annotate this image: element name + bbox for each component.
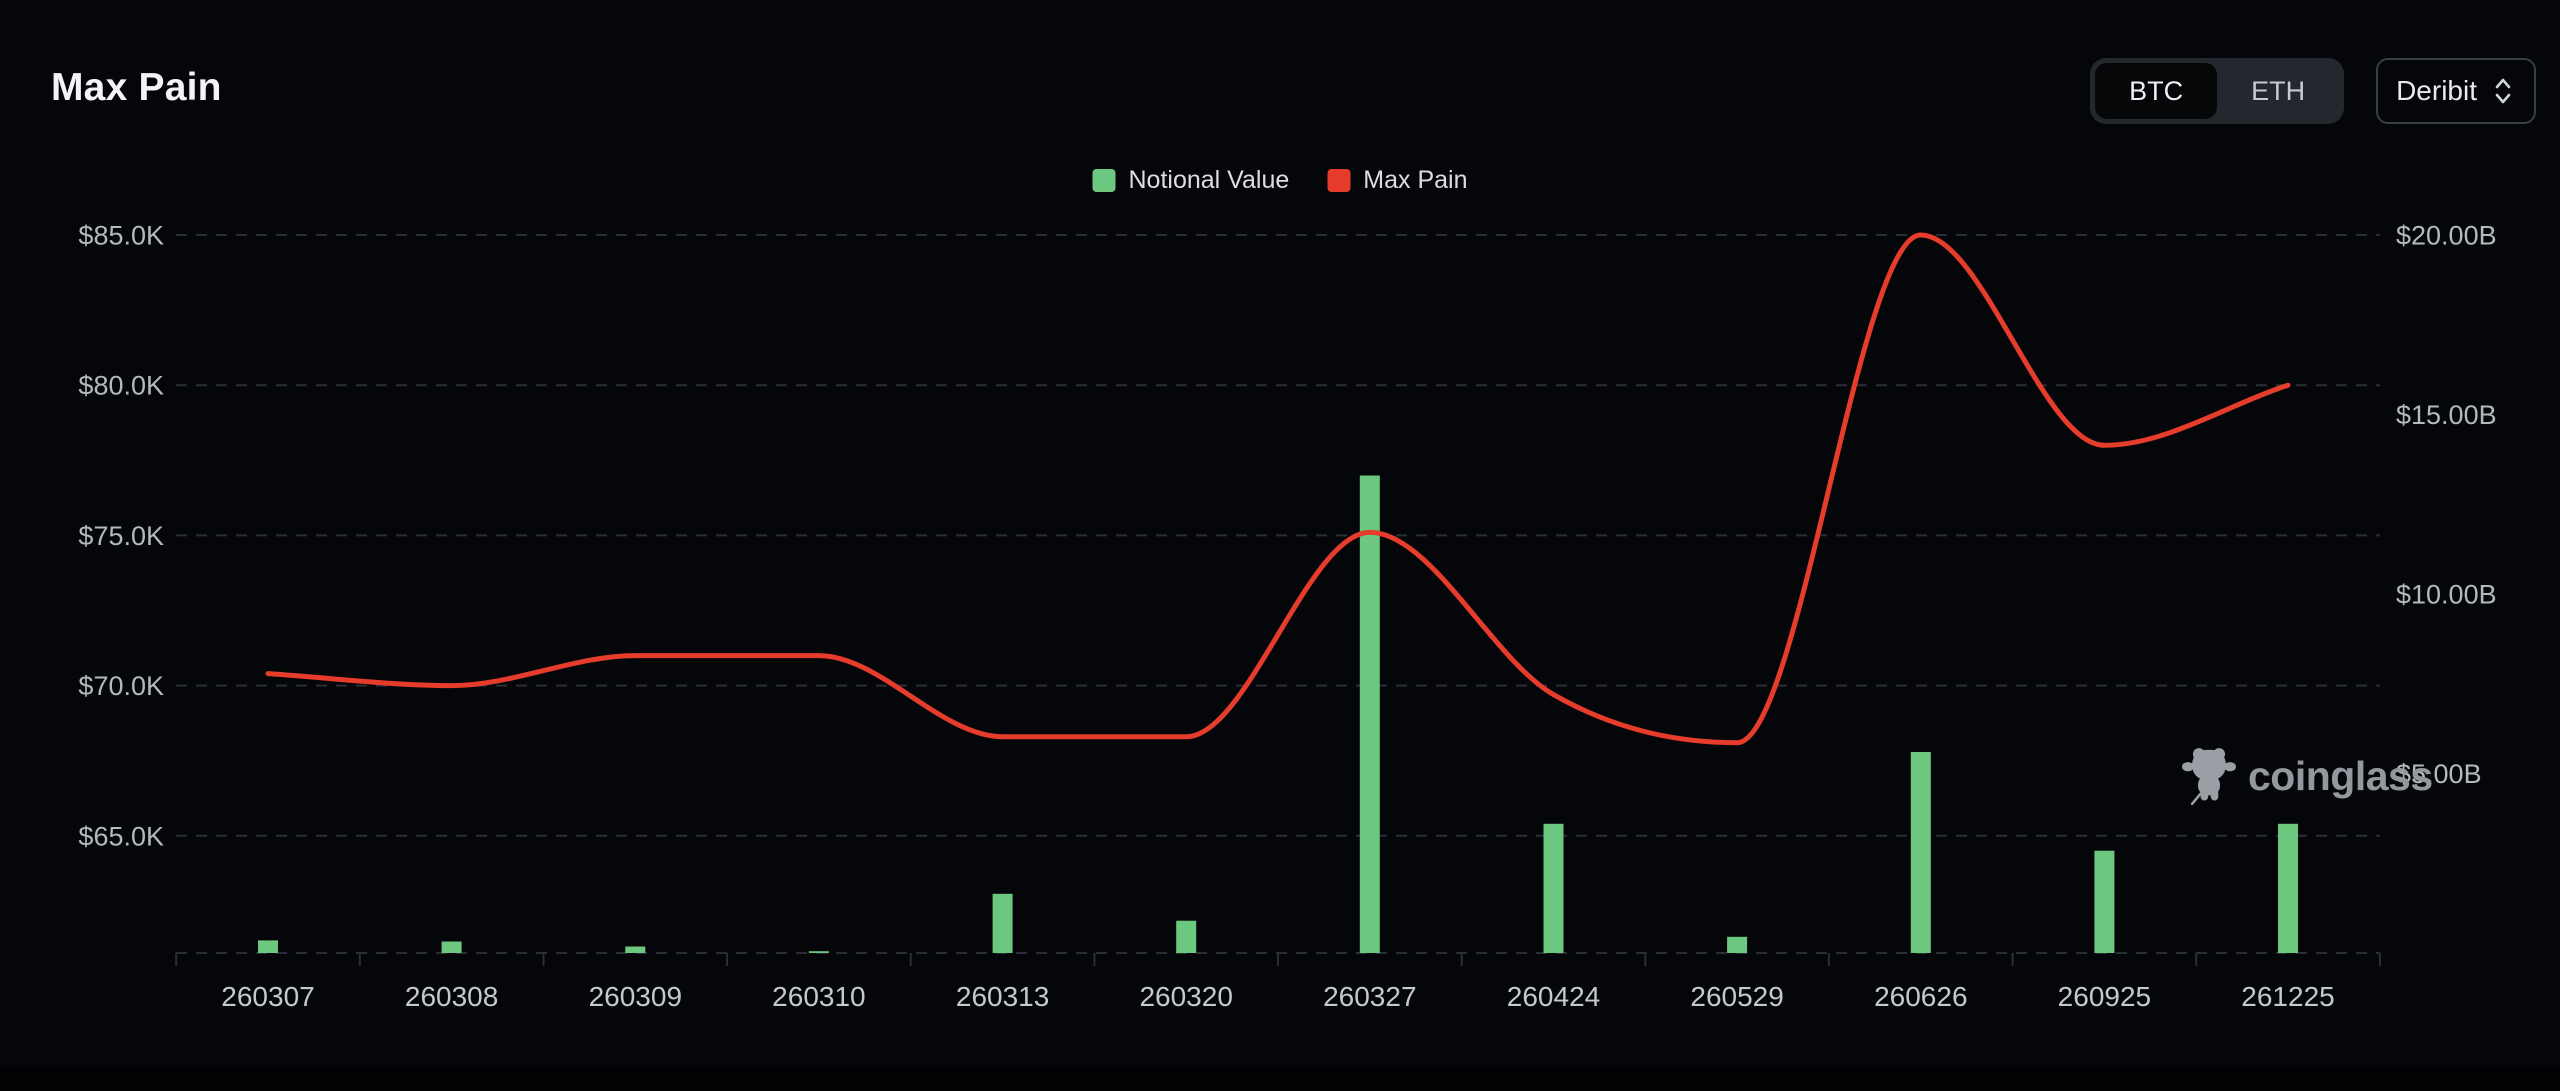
notional-value-bar[interactable]: [992, 893, 1013, 953]
y-axis-left-tick-label: $80.0K: [78, 371, 164, 401]
chart-legend: Notional Value Max Pain: [1092, 166, 1467, 195]
x-axis-tick-label: 260424: [1507, 981, 1600, 1012]
x-axis-tick-label: 260309: [589, 981, 682, 1012]
max-pain-swatch-icon: [1327, 169, 1351, 192]
notional-value-bar[interactable]: [1727, 936, 1748, 953]
bottom-edge: [0, 1067, 2560, 1091]
exchange-select[interactable]: Deribit: [2376, 58, 2536, 124]
y-axis-right-tick-label: $5.00B: [2396, 759, 2482, 789]
page-title: Max Pain: [51, 66, 222, 109]
legend-item-notional-value[interactable]: Notional Value: [1092, 166, 1290, 195]
notional-value-bar[interactable]: [1176, 920, 1197, 953]
toggle-eth-button[interactable]: ETH: [2217, 63, 2339, 119]
x-axis-tick-label: 260320: [1139, 981, 1232, 1012]
x-axis-tick-label: 260529: [1690, 981, 1783, 1012]
y-axis-left-tick-label: $85.0K: [78, 221, 164, 251]
notional-value-bar[interactable]: [2278, 823, 2298, 953]
max-pain-line[interactable]: [265, 232, 2291, 746]
y-axis-right-tick-label: $15.00B: [2396, 400, 2497, 430]
x-axis-tick-label: 260310: [772, 981, 865, 1012]
x-axis-tick-label: 261225: [2241, 981, 2334, 1012]
header-controls: BTC ETH Deribit: [2090, 58, 2536, 124]
y-axis-left-tick-label: $65.0K: [78, 821, 164, 851]
legend-item-max-pain[interactable]: Max Pain: [1327, 166, 1467, 195]
legend-label-max-pain: Max Pain: [1363, 166, 1468, 194]
notional-value-bar[interactable]: [441, 941, 462, 954]
exchange-select-value: Deribit: [2396, 75, 2477, 106]
x-axis-tick-label: 260925: [2058, 981, 2151, 1012]
y-axis-right-tick-label: $10.00B: [2396, 580, 2497, 610]
y-axis-left-tick-label: $75.0K: [78, 521, 164, 551]
asset-toggle: BTC ETH: [2090, 58, 2345, 124]
x-axis-tick-label: 260327: [1323, 981, 1416, 1012]
y-axis-left-tick-label: $70.0K: [78, 671, 164, 701]
notional-value-bar[interactable]: [1359, 475, 1380, 954]
toggle-btc-button[interactable]: BTC: [2095, 63, 2218, 119]
notional-value-bar[interactable]: [1543, 823, 1564, 953]
x-axis-tick-label: 260313: [956, 981, 1049, 1012]
x-axis-tick-label: 260626: [1874, 981, 1967, 1012]
x-axis-tick-label: 260307: [221, 981, 314, 1012]
legend-label-notional-value: Notional Value: [1128, 166, 1290, 194]
notional-value-bar[interactable]: [1910, 752, 1931, 953]
notional-value-bar[interactable]: [2094, 850, 2115, 953]
notional-value-bar[interactable]: [258, 940, 278, 953]
unfold-chevrons-icon: [2495, 78, 2511, 104]
notional-value-swatch-icon: [1092, 169, 1116, 192]
x-axis-tick-label: 260308: [405, 981, 498, 1012]
notional-value-bar[interactable]: [808, 951, 829, 953]
notional-value-bar[interactable]: [625, 946, 646, 954]
y-axis-right-tick-label: $20.00B: [2396, 221, 2497, 251]
